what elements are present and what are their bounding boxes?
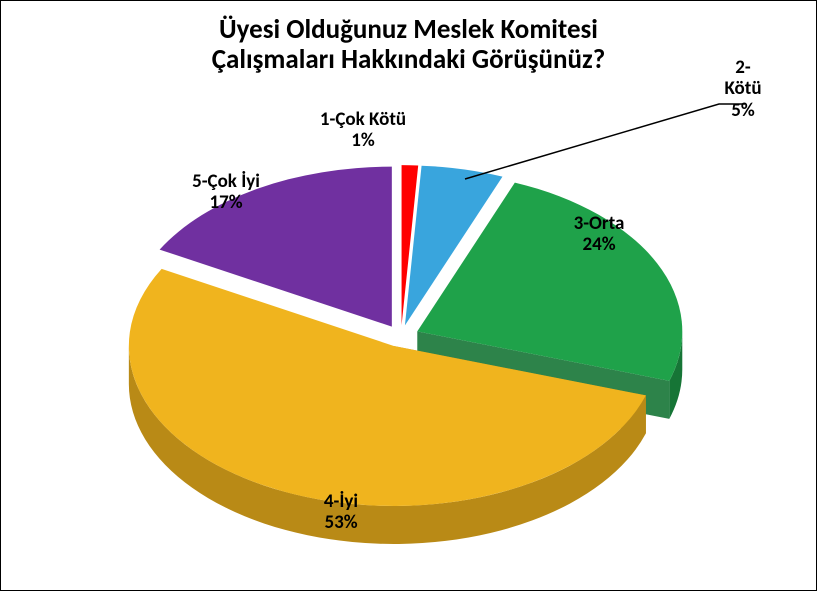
label-s2: 2- Kötü 5% — [683, 57, 803, 121]
label-s4: 4-İyi 53% — [281, 491, 401, 534]
label-s5: 5-Çok İyi 17% — [166, 171, 286, 214]
label-s1: 1-Çok Kötü 1% — [303, 109, 423, 152]
label-s3: 3-Orta 24% — [539, 213, 659, 256]
chart-frame: Üyesi Olduğunuz Meslek Komitesi Çalışmal… — [0, 0, 817, 591]
